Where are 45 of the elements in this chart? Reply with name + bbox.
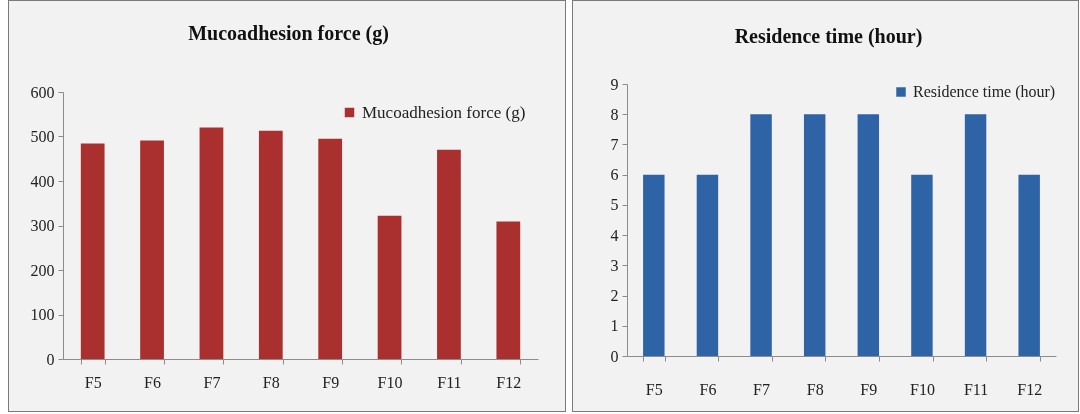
y-tick-label: 8	[610, 105, 619, 123]
bar	[140, 140, 164, 359]
x-tick-label: F11	[437, 373, 462, 391]
x-tick-label: F8	[806, 380, 824, 398]
bar	[437, 149, 461, 359]
x-tick-label: F6	[144, 373, 162, 391]
y-tick-label: 7	[610, 135, 619, 153]
bar	[258, 130, 283, 359]
x-tick-label: F12	[496, 373, 522, 391]
x-tick-label: F9	[322, 373, 340, 391]
y-tick-label: 1	[610, 317, 619, 335]
x-tick-label: F7	[753, 380, 771, 398]
y-tick-label: 400	[30, 172, 55, 190]
chart-title: Residence time (hour)	[734, 25, 923, 48]
x-tick-label: F9	[860, 380, 878, 398]
x-tick-label: F7	[203, 373, 221, 391]
bar	[496, 221, 521, 359]
y-tick-label: 4	[610, 226, 619, 244]
x-tick-label: F5	[84, 373, 102, 391]
legend-label: Residence time (hour)	[913, 83, 1056, 101]
y-tick-label: 2	[610, 287, 619, 305]
y-tick-label: 500	[30, 128, 55, 145]
y-tick-label: 300	[30, 217, 55, 234]
y-tick-label: 6	[610, 166, 619, 184]
x-tick-label: F10	[377, 373, 403, 391]
y-tick-label: 5	[610, 196, 619, 214]
x-tick-label: F10	[909, 380, 935, 398]
y-tick-label: 0	[46, 350, 55, 368]
bar	[377, 215, 402, 359]
y-tick-label: 3	[610, 256, 619, 274]
y-tick-label: 9	[610, 75, 619, 93]
y-tick-label: 0	[610, 347, 619, 365]
x-tick-label: F8	[262, 373, 280, 391]
bar	[318, 138, 343, 359]
y-tick-label: 100	[30, 306, 55, 323]
chart-title: Mucoadhesion force (g)	[188, 22, 389, 45]
y-tick-label: 600	[30, 83, 55, 101]
legend-label: Mucoadhesion force (g)	[362, 102, 526, 122]
x-tick-label: F12	[1017, 380, 1043, 398]
x-tick-label: F5	[645, 380, 663, 398]
bar	[199, 127, 224, 359]
x-tick-label: F11	[963, 380, 989, 398]
bar	[80, 143, 105, 359]
x-tick-label: F6	[699, 380, 717, 398]
y-tick-label: 200	[30, 261, 55, 279]
